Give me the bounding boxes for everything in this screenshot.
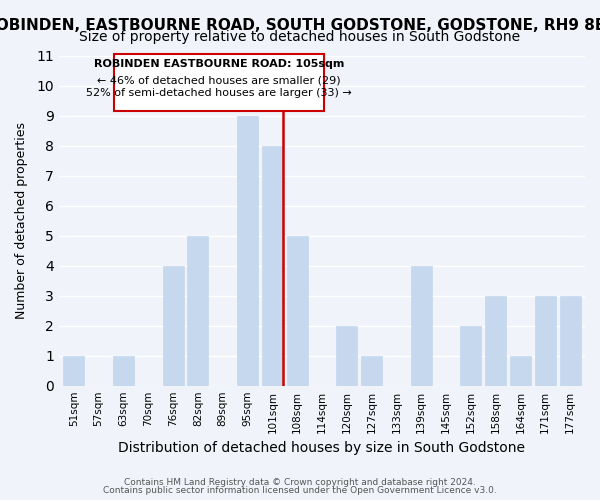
Bar [113,356,134,386]
Text: Contains HM Land Registry data © Crown copyright and database right 2024.: Contains HM Land Registry data © Crown c… [124,478,476,487]
FancyBboxPatch shape [113,54,325,111]
Text: ← 46% of detached houses are smaller (29): ← 46% of detached houses are smaller (29… [97,75,341,85]
Bar [63,356,85,386]
Bar [287,236,308,386]
Text: ROBINDEN, EASTBOURNE ROAD, SOUTH GODSTONE, GODSTONE, RH9 8EY: ROBINDEN, EASTBOURNE ROAD, SOUTH GODSTON… [0,18,600,32]
Bar [485,296,506,386]
Y-axis label: Number of detached properties: Number of detached properties [15,122,28,319]
Bar [510,356,531,386]
Bar [237,116,258,386]
Bar [560,296,581,386]
Bar [262,146,283,386]
X-axis label: Distribution of detached houses by size in South Godstone: Distribution of detached houses by size … [118,441,526,455]
Text: Contains public sector information licensed under the Open Government Licence v3: Contains public sector information licen… [103,486,497,495]
Bar [163,266,184,386]
Bar [410,266,432,386]
Bar [187,236,208,386]
Text: 52% of semi-detached houses are larger (33) →: 52% of semi-detached houses are larger (… [86,88,352,98]
Text: Size of property relative to detached houses in South Godstone: Size of property relative to detached ho… [79,30,521,44]
Bar [361,356,382,386]
Bar [336,326,358,386]
Text: ROBINDEN EASTBOURNE ROAD: 105sqm: ROBINDEN EASTBOURNE ROAD: 105sqm [94,60,344,70]
Bar [460,326,481,386]
Bar [535,296,556,386]
